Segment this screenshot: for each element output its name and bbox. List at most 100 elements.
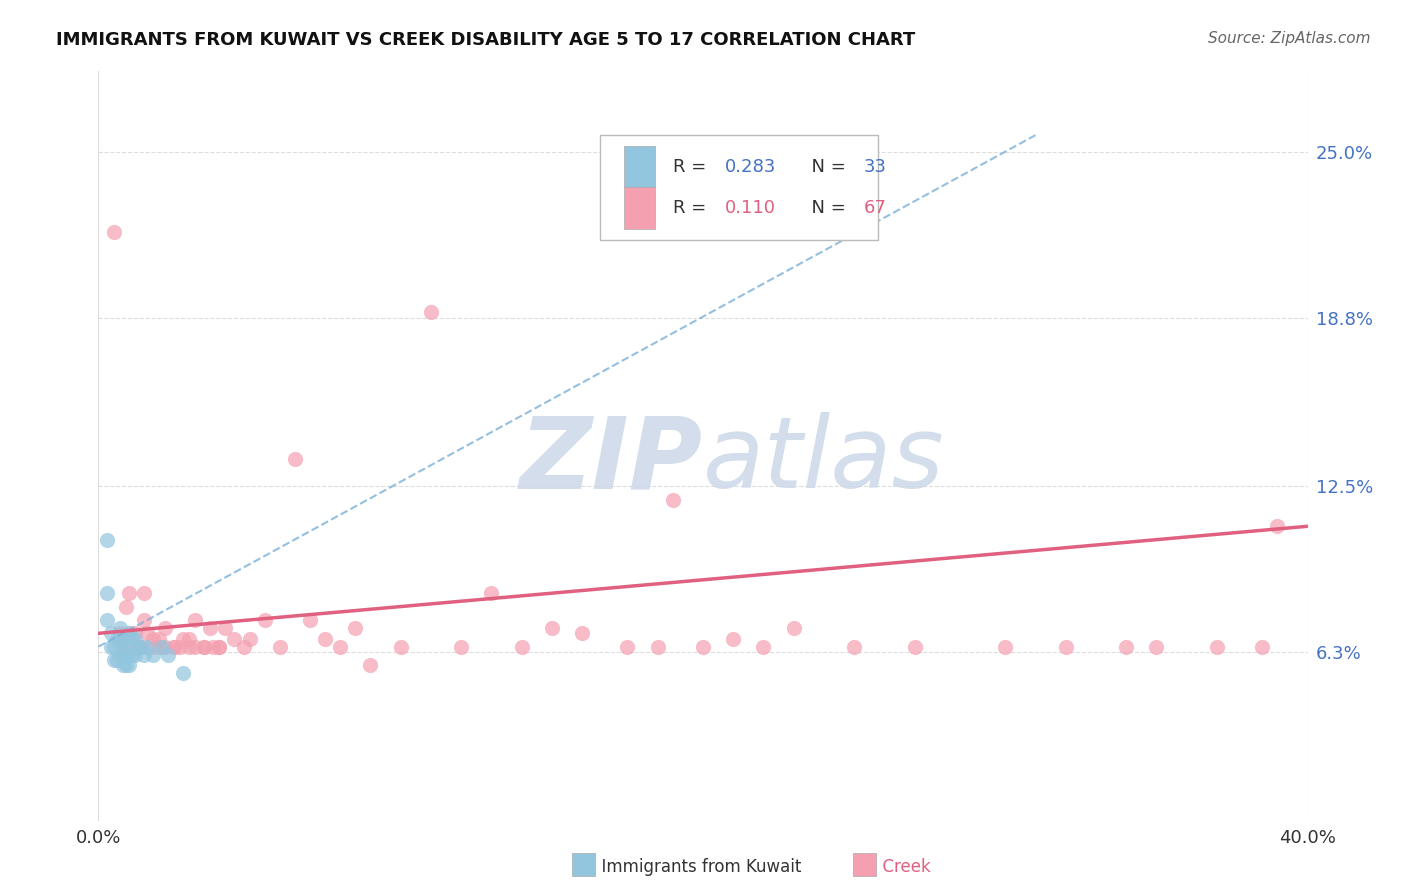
Point bbox=[135, 640, 157, 654]
Point bbox=[114, 599, 136, 614]
Point bbox=[132, 586, 155, 600]
Point bbox=[179, 632, 201, 646]
Point bbox=[314, 632, 336, 646]
Point bbox=[844, 640, 866, 654]
Bar bbox=[572, 853, 595, 876]
Point bbox=[142, 632, 165, 646]
Point bbox=[1115, 640, 1137, 654]
Point bbox=[253, 613, 276, 627]
Point bbox=[127, 640, 149, 654]
Point bbox=[153, 621, 176, 635]
Point bbox=[184, 613, 207, 627]
Point bbox=[150, 640, 173, 654]
Point bbox=[344, 621, 367, 635]
Point bbox=[124, 648, 146, 662]
Point bbox=[100, 640, 122, 654]
Point bbox=[200, 621, 222, 635]
Point bbox=[100, 626, 122, 640]
Text: atlas: atlas bbox=[703, 412, 945, 509]
Point bbox=[114, 632, 136, 646]
Point bbox=[118, 626, 141, 640]
Point bbox=[111, 658, 134, 673]
Point bbox=[299, 613, 322, 627]
Point bbox=[481, 586, 503, 600]
Point bbox=[420, 305, 443, 319]
Point bbox=[616, 640, 638, 654]
Point bbox=[540, 621, 562, 635]
Point bbox=[904, 640, 927, 654]
Point bbox=[127, 640, 149, 654]
Point bbox=[105, 632, 128, 646]
Bar bbox=[853, 853, 876, 876]
Point bbox=[232, 640, 254, 654]
Text: 33: 33 bbox=[863, 158, 887, 177]
Point bbox=[239, 632, 262, 646]
FancyBboxPatch shape bbox=[600, 135, 879, 240]
Text: 0.110: 0.110 bbox=[724, 200, 776, 218]
Point bbox=[124, 632, 146, 646]
Point bbox=[329, 640, 352, 654]
Point bbox=[103, 640, 125, 654]
Point bbox=[129, 640, 152, 654]
Point bbox=[1206, 640, 1229, 654]
Point bbox=[129, 640, 152, 654]
Text: N =: N = bbox=[800, 200, 851, 218]
Point bbox=[108, 634, 131, 648]
Point bbox=[224, 632, 246, 646]
Point bbox=[571, 626, 593, 640]
Point bbox=[994, 640, 1017, 654]
Point bbox=[723, 632, 745, 646]
Point bbox=[108, 626, 131, 640]
Point bbox=[142, 648, 165, 662]
Point bbox=[105, 653, 128, 667]
Point bbox=[156, 648, 179, 662]
Point bbox=[184, 640, 207, 654]
Point bbox=[111, 632, 134, 646]
Point bbox=[1054, 640, 1077, 654]
Point bbox=[132, 648, 155, 662]
Point bbox=[783, 621, 806, 635]
Point bbox=[96, 613, 118, 627]
Point bbox=[269, 640, 291, 654]
Point bbox=[111, 640, 134, 654]
Point bbox=[163, 640, 186, 654]
Point bbox=[214, 621, 236, 635]
Point bbox=[135, 626, 157, 640]
Point bbox=[208, 640, 231, 654]
Point bbox=[752, 640, 775, 654]
Point bbox=[179, 640, 201, 654]
Text: R =: R = bbox=[672, 158, 711, 177]
Point bbox=[172, 666, 194, 681]
Text: Source: ZipAtlas.com: Source: ZipAtlas.com bbox=[1208, 31, 1371, 46]
Text: Immigrants from Kuwait: Immigrants from Kuwait bbox=[591, 858, 801, 876]
Point bbox=[389, 640, 412, 654]
Point bbox=[692, 640, 714, 654]
Point bbox=[124, 626, 146, 640]
Point bbox=[108, 621, 131, 635]
Point bbox=[108, 648, 131, 662]
Text: R =: R = bbox=[672, 200, 711, 218]
Point bbox=[118, 626, 141, 640]
Text: 0.283: 0.283 bbox=[724, 158, 776, 177]
Point bbox=[1144, 640, 1167, 654]
Point bbox=[148, 640, 170, 654]
Point bbox=[132, 613, 155, 627]
Point bbox=[1267, 519, 1289, 533]
Point bbox=[153, 640, 176, 654]
Point bbox=[142, 640, 165, 654]
Point bbox=[103, 653, 125, 667]
Point bbox=[647, 640, 669, 654]
Point bbox=[661, 492, 683, 507]
Text: IMMIGRANTS FROM KUWAIT VS CREEK DISABILITY AGE 5 TO 17 CORRELATION CHART: IMMIGRANTS FROM KUWAIT VS CREEK DISABILI… bbox=[56, 31, 915, 49]
Text: Creek: Creek bbox=[872, 858, 931, 876]
Text: 67: 67 bbox=[863, 200, 887, 218]
Point bbox=[111, 645, 134, 659]
Text: N =: N = bbox=[800, 158, 851, 177]
Point bbox=[121, 632, 143, 646]
Point bbox=[121, 648, 143, 662]
Point bbox=[193, 640, 215, 654]
FancyBboxPatch shape bbox=[624, 187, 655, 228]
Point bbox=[510, 640, 533, 654]
Point bbox=[202, 640, 225, 654]
Point bbox=[1251, 640, 1274, 654]
